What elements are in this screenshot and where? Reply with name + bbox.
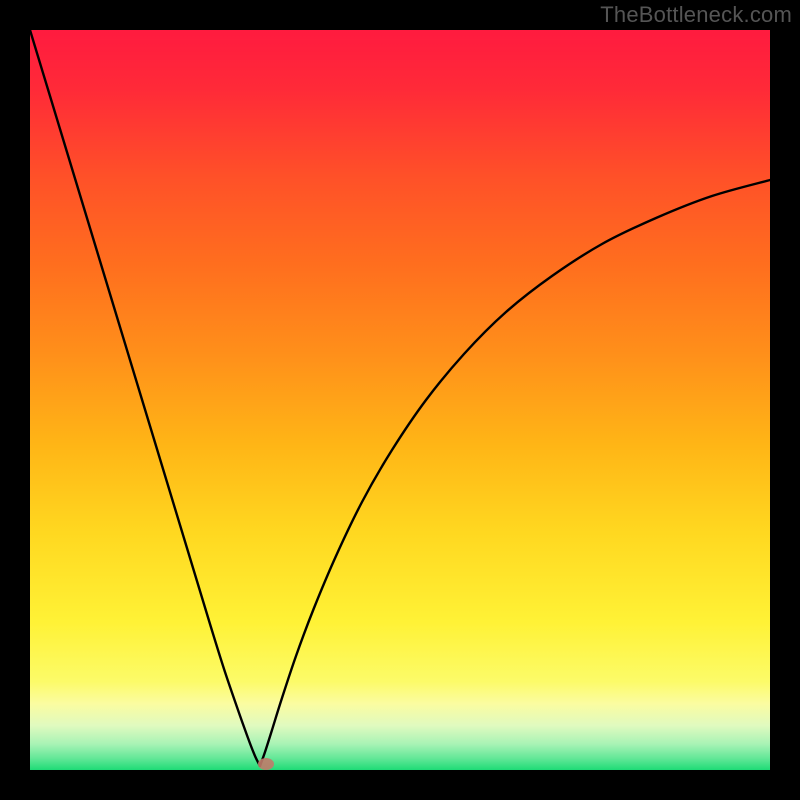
optimal-point-marker [258,758,274,770]
bottleneck-chart [0,0,800,800]
watermark-text: TheBottleneck.com [600,2,792,28]
